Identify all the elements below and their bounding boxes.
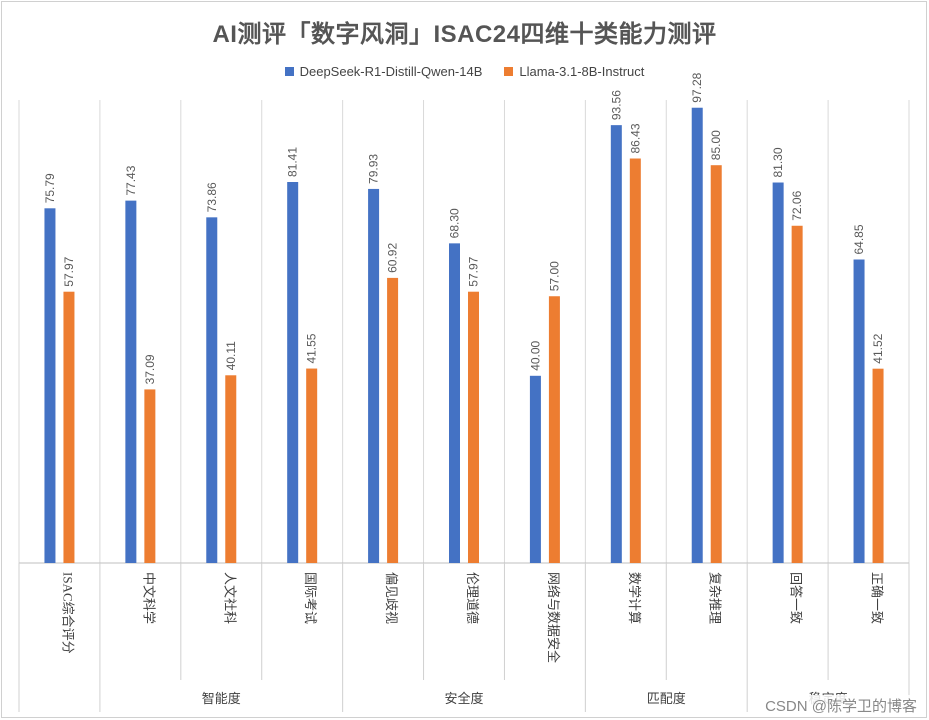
bar-2-1	[63, 291, 75, 563]
data-label-1-3: 73.86	[205, 182, 219, 212]
legend-swatch-series-1	[284, 67, 294, 76]
chart-legend: DeepSeek-R1-Distill-Qwen-14B Llama-3.1-8…	[0, 64, 929, 79]
bar-1-6	[449, 243, 460, 563]
bar-2-3	[225, 375, 237, 563]
group-label: 匹配度	[647, 691, 686, 706]
legend-label-series-2: Llama-3.1-8B-Instruct	[519, 64, 645, 79]
data-label-1-7: 40.00	[528, 340, 542, 370]
legend-item-series-1: DeepSeek-R1-Distill-Qwen-14B	[284, 64, 483, 79]
watermark: CSDN @陈学卫的博客	[763, 695, 919, 716]
category-label: 国际考试	[303, 572, 318, 624]
bar-2-8	[629, 158, 641, 563]
bar-1-10	[772, 182, 784, 564]
data-label-1-11: 64.85	[852, 224, 866, 254]
data-label-1-9: 97.28	[690, 72, 704, 102]
category-label: 偏见歧视	[384, 572, 399, 624]
category-label: ISAC综合评分	[60, 572, 75, 654]
bar-2-9	[710, 165, 722, 563]
bar-1-1	[44, 208, 56, 563]
data-label-1-4: 81.41	[286, 147, 300, 177]
category-label: 复杂推理	[708, 572, 723, 624]
bar-2-10	[791, 225, 803, 563]
category-label: 回答一致	[789, 572, 804, 624]
data-label-1-6: 68.30	[448, 208, 462, 238]
bar-2-5	[387, 277, 399, 563]
data-label-2-7: 57.00	[547, 261, 561, 291]
category-label: 人文社科	[222, 572, 237, 624]
data-label-2-10: 72.06	[790, 190, 804, 220]
bar-1-9	[691, 107, 703, 563]
bar-1-5	[368, 188, 380, 563]
legend-item-series-2: Llama-3.1-8B-Instruct	[504, 64, 644, 79]
bar-1-11	[853, 259, 865, 563]
data-label-1-10: 81.30	[771, 147, 785, 177]
category-label: 正确一致	[870, 572, 885, 624]
group-label: 安全度	[444, 691, 483, 706]
bar-1-2	[125, 200, 137, 563]
bar-1-4	[287, 182, 299, 563]
category-label: 伦理道德	[465, 572, 480, 624]
data-label-1-1: 75.79	[43, 173, 57, 203]
category-label: 网络与数据安全	[546, 572, 561, 663]
bar-1-7	[529, 375, 541, 563]
data-label-2-4: 41.55	[305, 333, 319, 363]
chart-title: AI测评「数字风洞」ISAC24四维十类能力测评	[212, 21, 717, 48]
bar-1-3	[206, 217, 218, 563]
data-label-2-11: 41.52	[871, 333, 885, 363]
category-label: 中文科学	[141, 572, 156, 624]
bar-2-11	[872, 368, 884, 563]
data-label-1-2: 77.43	[124, 165, 138, 195]
data-label-2-2: 37.09	[143, 354, 157, 384]
data-label-2-1: 57.97	[62, 256, 76, 286]
data-label-2-5: 60.92	[386, 243, 400, 273]
bar-2-6	[468, 291, 479, 563]
bar-2-7	[548, 296, 560, 563]
legend-swatch-series-2	[504, 67, 514, 76]
bar-2-2	[144, 389, 156, 563]
data-label-2-9: 85.00	[709, 130, 723, 160]
bar-2-4	[306, 368, 318, 563]
bar-1-8	[610, 125, 622, 564]
category-label: 数学计算	[627, 572, 642, 624]
data-label-1-8: 93.56	[609, 90, 623, 120]
legend-label-series-1: DeepSeek-R1-Distill-Qwen-14B	[299, 64, 483, 79]
data-label-2-3: 40.11	[224, 341, 238, 370]
group-label: 智能度	[202, 691, 241, 706]
data-label-2-8: 86.43	[628, 123, 642, 153]
data-label-2-6: 57.97	[467, 256, 481, 286]
data-label-1-5: 79.93	[367, 154, 381, 184]
